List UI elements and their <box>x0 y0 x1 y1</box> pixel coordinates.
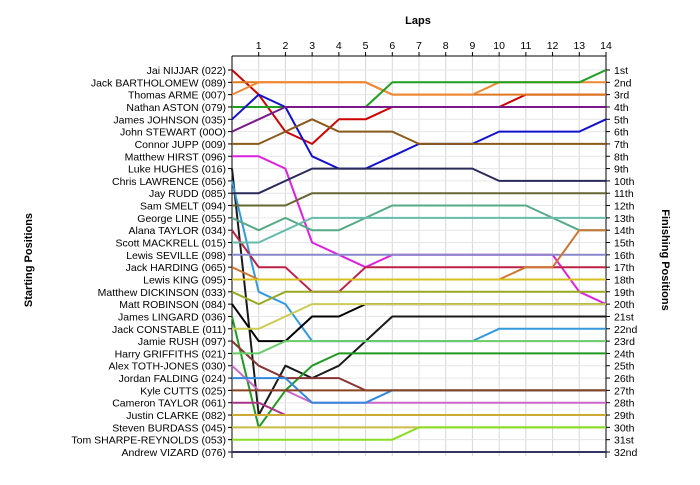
driver-label: Nathan ASTON (079) <box>126 102 226 114</box>
lap-tick-label: 3 <box>309 40 315 52</box>
finishing-position-label: 12th <box>614 201 635 213</box>
series-line <box>231 364 606 404</box>
lap-tick-label: 2 <box>283 40 289 52</box>
finishing-position-label: 28th <box>614 398 635 410</box>
lap-tick-label: 1 <box>256 40 262 52</box>
finishing-position-label: 26th <box>614 373 635 385</box>
finishing-position-label: 32nd <box>614 447 638 459</box>
finishing-position-label: 3rd <box>614 90 629 102</box>
lap-tick-label: 6 <box>389 40 395 52</box>
finishing-position-label: 11th <box>614 188 634 200</box>
driver-label: Tom SHARPE-REYNOLDS (053) <box>71 435 226 447</box>
finishing-position-label: 9th <box>614 164 629 176</box>
finishing-position-label: 23rd <box>614 336 635 348</box>
finishing-position-label: 21st <box>614 311 634 323</box>
finishing-position-label: 14th <box>614 225 635 237</box>
lap-tick-label: 5 <box>363 40 369 52</box>
driver-label: Jordan FALDING (024) <box>119 373 226 385</box>
finishing-position-label: 22nd <box>614 324 638 336</box>
finishing-position-label: 2nd <box>614 77 632 89</box>
series-line <box>232 167 606 195</box>
driver-label: John STEWART (00O) <box>120 127 226 139</box>
series-line <box>232 118 606 145</box>
driver-label: Scott MACKRELL (015) <box>116 238 227 250</box>
driver-label: Jack CONSTABLE (011) <box>112 324 226 336</box>
driver-label: Alex TOTH-JONES (030) <box>109 361 226 373</box>
driver-label: George LINE (055) <box>137 213 226 225</box>
lap-tick-label: 10 <box>493 40 505 52</box>
finishing-position-label: 27th <box>614 385 635 397</box>
driver-label: Chris LAWRENCE (056) <box>112 176 226 188</box>
finishing-position-label: 29th <box>614 410 635 422</box>
driver-label: Sam SMELT (094) <box>140 201 226 213</box>
series-line <box>232 192 606 207</box>
series-line <box>231 316 606 429</box>
finishing-position-label: 18th <box>614 274 635 286</box>
finishing-position-label: 31st <box>614 435 634 447</box>
finishing-position-label: 20th <box>614 299 635 311</box>
finishing-position-label: 19th <box>614 287 635 299</box>
finishing-position-label: 15th <box>614 238 635 250</box>
lap-tick-label: 7 <box>416 40 422 52</box>
series-line <box>232 426 606 441</box>
driver-label: Steven BURDASS (045) <box>112 422 226 434</box>
driver-label: Matt ROBINSON (084) <box>119 299 226 311</box>
driver-label: James JOHNSON (035) <box>113 114 226 126</box>
driver-label: Matthew DICKINSON (033) <box>98 287 226 299</box>
lap-tick-label: 4 <box>336 40 342 52</box>
series-line <box>231 168 606 416</box>
series-lines <box>231 69 607 453</box>
driver-label: Matthew HIRST (096) <box>125 151 226 163</box>
lap-tick-label: 14 <box>600 40 612 52</box>
finishing-position-label: 4th <box>614 102 629 114</box>
driver-label: Connor JUPP (009) <box>135 139 226 151</box>
finishing-position-label: 25th <box>614 361 635 373</box>
driver-label: James LINGARD (036) <box>118 311 226 323</box>
finishing-position-label: 17th <box>614 262 635 274</box>
driver-label: Andrew VIZARD (076) <box>122 447 226 459</box>
driver-label: Jai NIJJAR (022) <box>147 65 226 77</box>
series-line <box>232 340 606 355</box>
driver-label: Cameron TAYLOR (061) <box>112 398 226 410</box>
tick-labels: 1 2 3 4 5 6 7 8 9 10 11 12 13 141st2nd3rd4th5th6th7th… <box>71 40 637 459</box>
driver-label: Jamie RUSH (097) <box>138 336 226 348</box>
finishing-position-label: 5th <box>614 114 629 126</box>
driver-label: Kyle CUTTS (025) <box>140 385 226 397</box>
driver-label: Jack BARTHOLOMEW (089) <box>91 77 226 89</box>
finishing-position-label: 10th <box>614 176 635 188</box>
series-line <box>231 290 606 306</box>
driver-label: Justin CLARKE (082) <box>126 410 226 422</box>
finishing-position-label: 16th <box>614 250 635 262</box>
driver-label: Thomas ARME (007) <box>128 90 226 102</box>
series-line <box>231 106 606 133</box>
driver-label: Lewis SEVILLE (098) <box>126 250 226 262</box>
series-line <box>232 303 606 330</box>
finishing-position-label: 24th <box>614 348 635 360</box>
y-axis-title-right: Finishing Positions <box>659 209 671 310</box>
lap-tick-label: 8 <box>443 40 449 52</box>
finishing-position-label: 30th <box>614 422 635 434</box>
x-axis-title: Laps <box>405 15 431 27</box>
driver-label: Harry GRIFFITHS (021) <box>115 348 226 360</box>
finishing-position-label: 13th <box>614 213 635 225</box>
finishing-position-label: 6th <box>614 127 629 139</box>
series-line <box>232 216 606 244</box>
lap-tick-label: 13 <box>573 40 585 52</box>
driver-label: Luke HUGHES (016) <box>128 164 226 176</box>
series-line <box>231 204 606 232</box>
y-axis-title-left: Starting Positions <box>23 213 35 307</box>
lap-tick-label: 11 <box>520 40 531 52</box>
finishing-position-label: 8th <box>614 151 629 163</box>
driver-label: Lewis KING (095) <box>143 274 226 286</box>
driver-label: Alana TAYLOR (034) <box>129 225 226 237</box>
lap-tick-label: 12 <box>547 40 559 52</box>
finishing-position-label: 7th <box>614 139 629 151</box>
driver-label: Jay RUDD (085) <box>149 188 226 200</box>
lap-tick-label: 9 <box>470 40 476 52</box>
finishing-position-label: 1st <box>614 65 628 77</box>
driver-label: Jack HARDING (065) <box>126 262 226 274</box>
